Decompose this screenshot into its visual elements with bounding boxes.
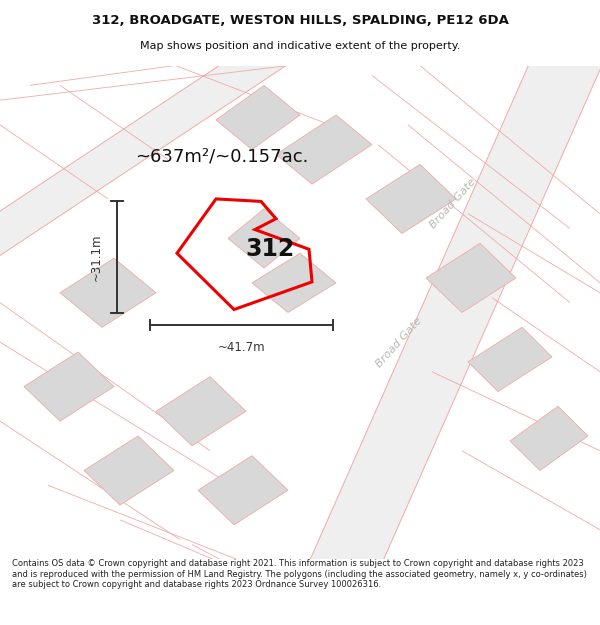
Polygon shape (60, 258, 156, 328)
Polygon shape (468, 328, 552, 391)
Polygon shape (276, 115, 372, 184)
Polygon shape (252, 253, 336, 312)
Text: ~637m²/~0.157ac.: ~637m²/~0.157ac. (136, 148, 308, 166)
Polygon shape (510, 406, 588, 471)
Polygon shape (84, 436, 174, 505)
Text: Broad Gate: Broad Gate (374, 315, 424, 369)
Polygon shape (156, 377, 246, 446)
Polygon shape (426, 243, 516, 312)
Text: Map shows position and indicative extent of the property.: Map shows position and indicative extent… (140, 41, 460, 51)
Text: 312, BROADGATE, WESTON HILLS, SPALDING, PE12 6DA: 312, BROADGATE, WESTON HILLS, SPALDING, … (92, 14, 508, 28)
Polygon shape (216, 86, 300, 149)
Polygon shape (304, 31, 600, 594)
Polygon shape (0, 12, 325, 267)
Polygon shape (24, 352, 114, 421)
Polygon shape (228, 209, 300, 268)
Text: 312: 312 (246, 237, 295, 261)
Text: Contains OS data © Crown copyright and database right 2021. This information is : Contains OS data © Crown copyright and d… (12, 559, 587, 589)
Text: ~41.7m: ~41.7m (218, 341, 265, 354)
Polygon shape (366, 164, 456, 234)
Text: Broad Gate: Broad Gate (428, 177, 478, 231)
Text: ~31.1m: ~31.1m (89, 233, 103, 281)
Polygon shape (198, 456, 288, 525)
